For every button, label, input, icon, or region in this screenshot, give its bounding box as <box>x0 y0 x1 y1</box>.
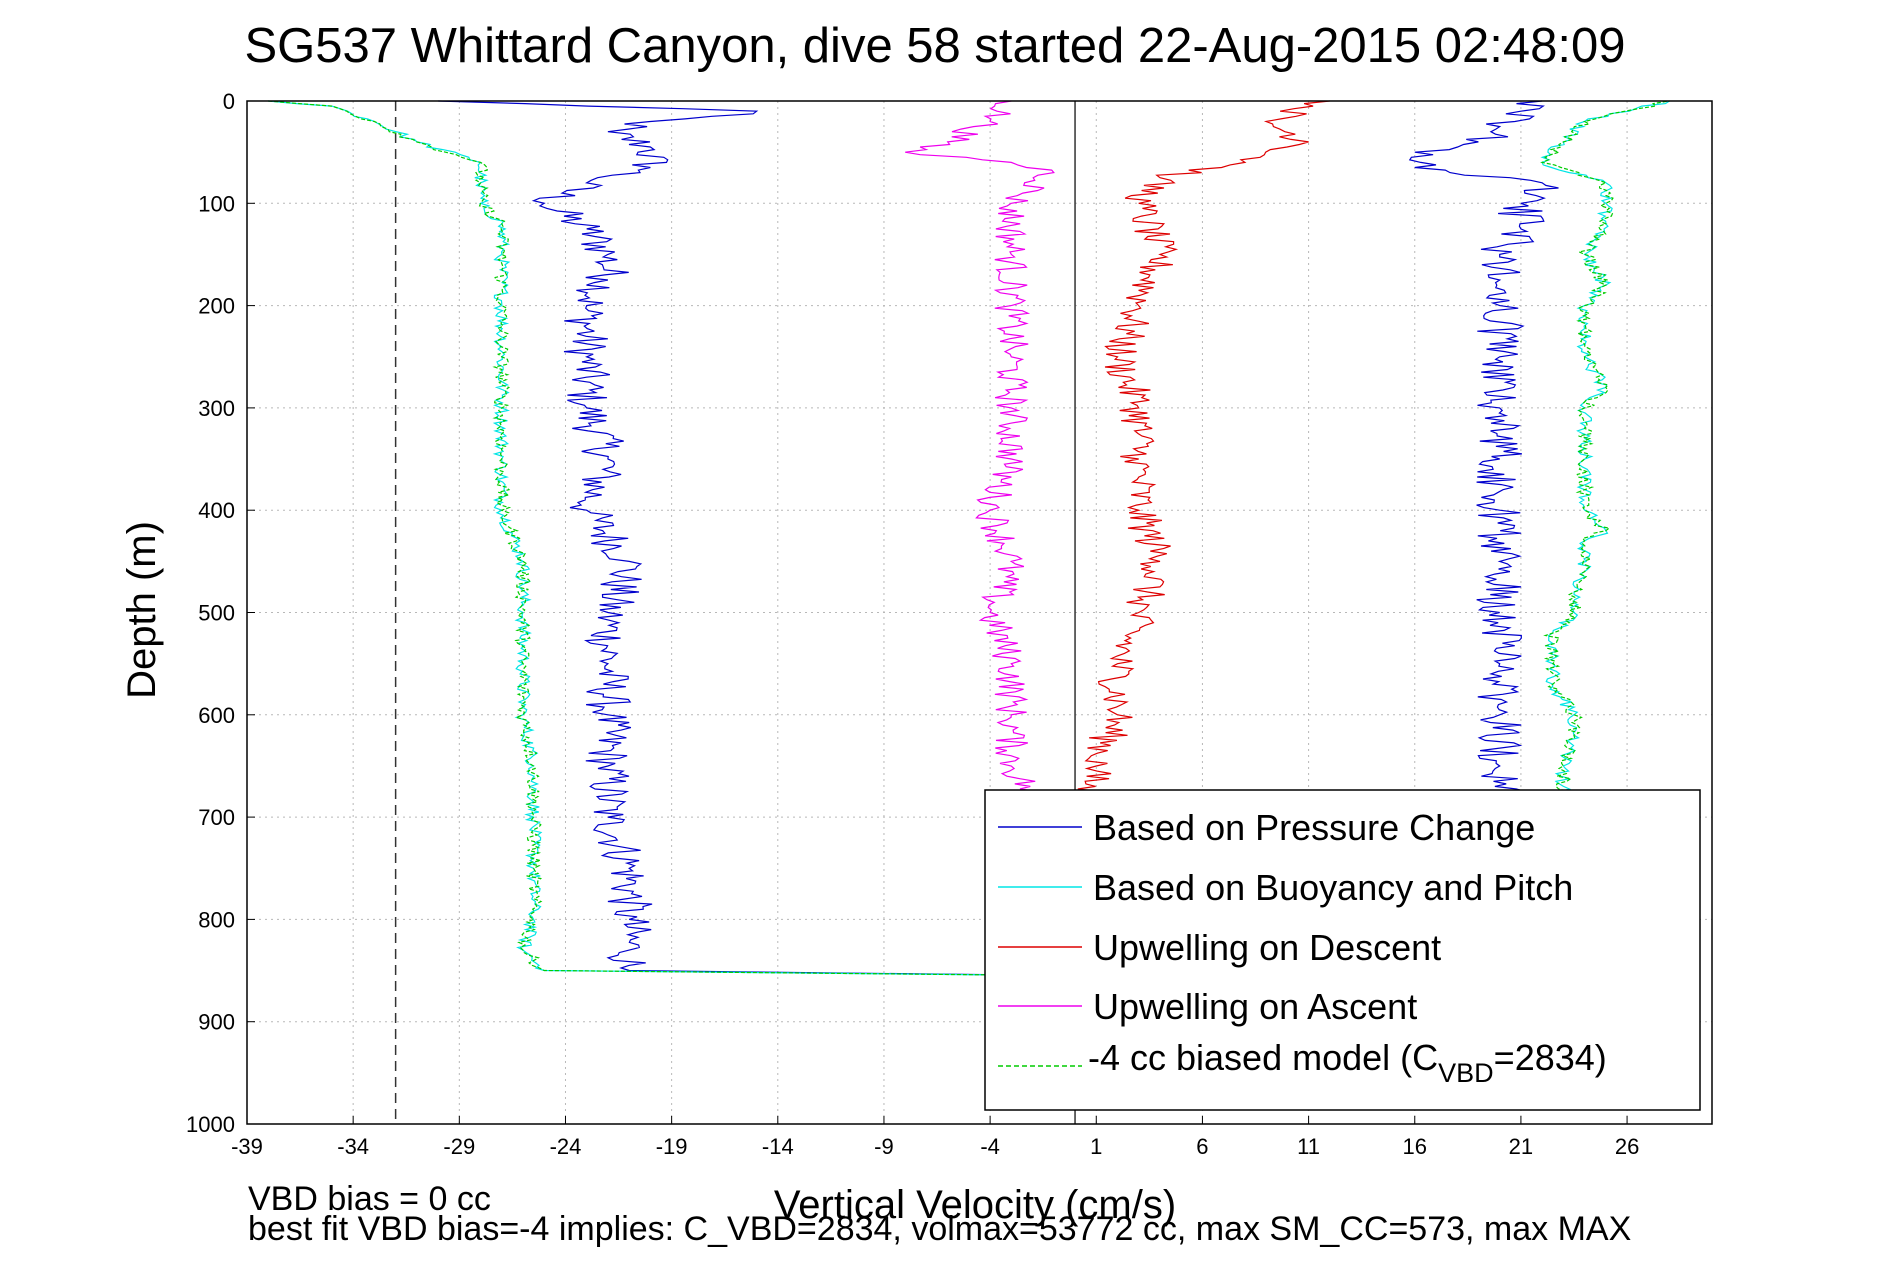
y-tick-label: 100 <box>198 191 235 216</box>
y-tick-label: 600 <box>198 703 235 728</box>
series-4-cc-biased-model-c-vbd-2834 <box>268 100 1670 977</box>
y-tick-label: 0 <box>223 89 235 114</box>
x-tick-labels: -39 -34 -29 -24 -19 -14 -9 -4 1 6 11 16 21 26 <box>231 1134 1639 1159</box>
y-tick-labels: 0 100 200 300 400 500 600 700 800 900 1000 <box>186 89 235 1137</box>
series-upwelling-on-descent <box>1077 100 1330 797</box>
x-tick-label: 26 <box>1615 1134 1639 1159</box>
footnote-vbd-bias: VBD bias = 0 cc <box>248 1180 491 1218</box>
x-tick-label: -29 <box>443 1134 475 1159</box>
x-tick-label: -19 <box>656 1134 688 1159</box>
x-tick-label: 16 <box>1403 1134 1427 1159</box>
y-tick-label: 800 <box>198 907 235 932</box>
y-tick-label: 1000 <box>186 1112 235 1137</box>
y-tick-label: 700 <box>198 805 235 830</box>
series-upwelling-on-ascent <box>905 100 1055 798</box>
legend-label-biased-model-sub: VBD <box>1438 1058 1494 1088</box>
legend-label-biased-model-main: -4 cc biased model (C <box>1088 1037 1438 1078</box>
x-tick-label: 6 <box>1196 1134 1208 1159</box>
x-tick-label: -14 <box>762 1134 794 1159</box>
legend-label-buoyancy: Based on Buoyancy and Pitch <box>1093 867 1573 908</box>
y-tick-label: 200 <box>198 294 235 319</box>
legend-box <box>984 789 1701 1111</box>
x-tick-label: -24 <box>550 1134 582 1159</box>
y-tick-label: 300 <box>198 396 235 421</box>
footnote-best-fit: best fit VBD bias=-4 implies: C_VBD=2834… <box>248 1210 1631 1248</box>
legend-label-ascent: Upwelling on Ascent <box>1093 986 1417 1027</box>
legend-label-biased-model-end: =2834) <box>1494 1037 1607 1078</box>
legend: Based on Pressure Change Based on Buoyan… <box>984 789 1701 1111</box>
x-tick-label: -9 <box>874 1134 894 1159</box>
x-axis-label: Vertical Velocity (cm/s) <box>774 1183 1176 1227</box>
legend-label-pressure: Based on Pressure Change <box>1093 807 1535 848</box>
chart-title: SG537 Whittard Canyon, dive 58 started 2… <box>244 19 1625 73</box>
x-tick-label: -4 <box>980 1134 1000 1159</box>
x-tick-label: -39 <box>231 1134 263 1159</box>
y-tick-label: 900 <box>198 1010 235 1035</box>
y-tick-label: 400 <box>198 498 235 523</box>
y-axis-label: Depth (m) <box>120 521 164 699</box>
y-tick-label: 500 <box>198 601 235 626</box>
x-tick-label: 1 <box>1090 1134 1102 1159</box>
x-tick-label: 21 <box>1509 1134 1533 1159</box>
x-tick-label: -34 <box>337 1134 369 1159</box>
x-tick-label: 11 <box>1297 1134 1320 1159</box>
axes-frame <box>246 100 1713 1125</box>
legend-label-biased-model: -4 cc biased model (CVBD=2834) <box>1088 1037 1607 1088</box>
legend-label-descent: Upwelling on Descent <box>1093 927 1441 968</box>
axes-box <box>246 100 1713 1125</box>
